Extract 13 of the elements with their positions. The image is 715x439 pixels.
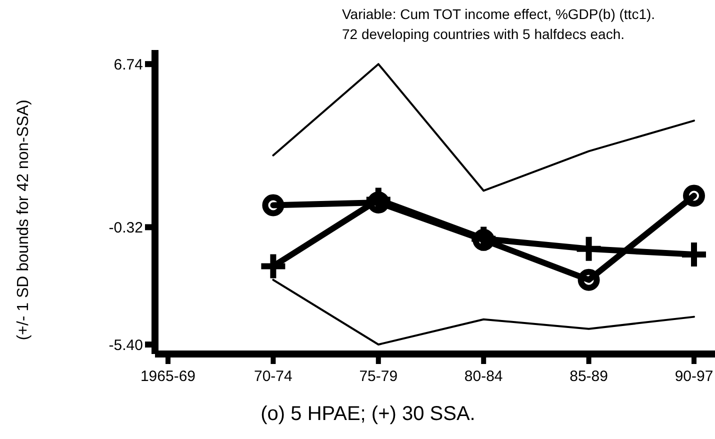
- y-tick-label: -5.40: [108, 336, 143, 354]
- x-tick-label: 85-89: [570, 368, 608, 385]
- y-axis-title: (+/- 1 SD bounds for 42 non-SSA): [15, 100, 32, 340]
- x-axis-title: (o) 5 HPAE; (+) 30 SSA.: [260, 403, 476, 425]
- x-tick-label: 90-97: [674, 368, 714, 385]
- chart-subtitle: 72 developing countries with 5 halfdecs each.: [342, 26, 625, 42]
- chart-title: Variable: Cum TOT income effect, %GDP(b) (ttc1).: [342, 6, 656, 22]
- x-tick-label: 70-74: [254, 368, 292, 385]
- x-tick-label: 80-84: [464, 368, 503, 385]
- y-tick-label: 6.74: [114, 56, 143, 74]
- y-tick-label: -0.32: [108, 219, 143, 236]
- x-tick-label: 75-79: [359, 368, 398, 385]
- x-tick-label: 1965-69: [140, 368, 196, 385]
